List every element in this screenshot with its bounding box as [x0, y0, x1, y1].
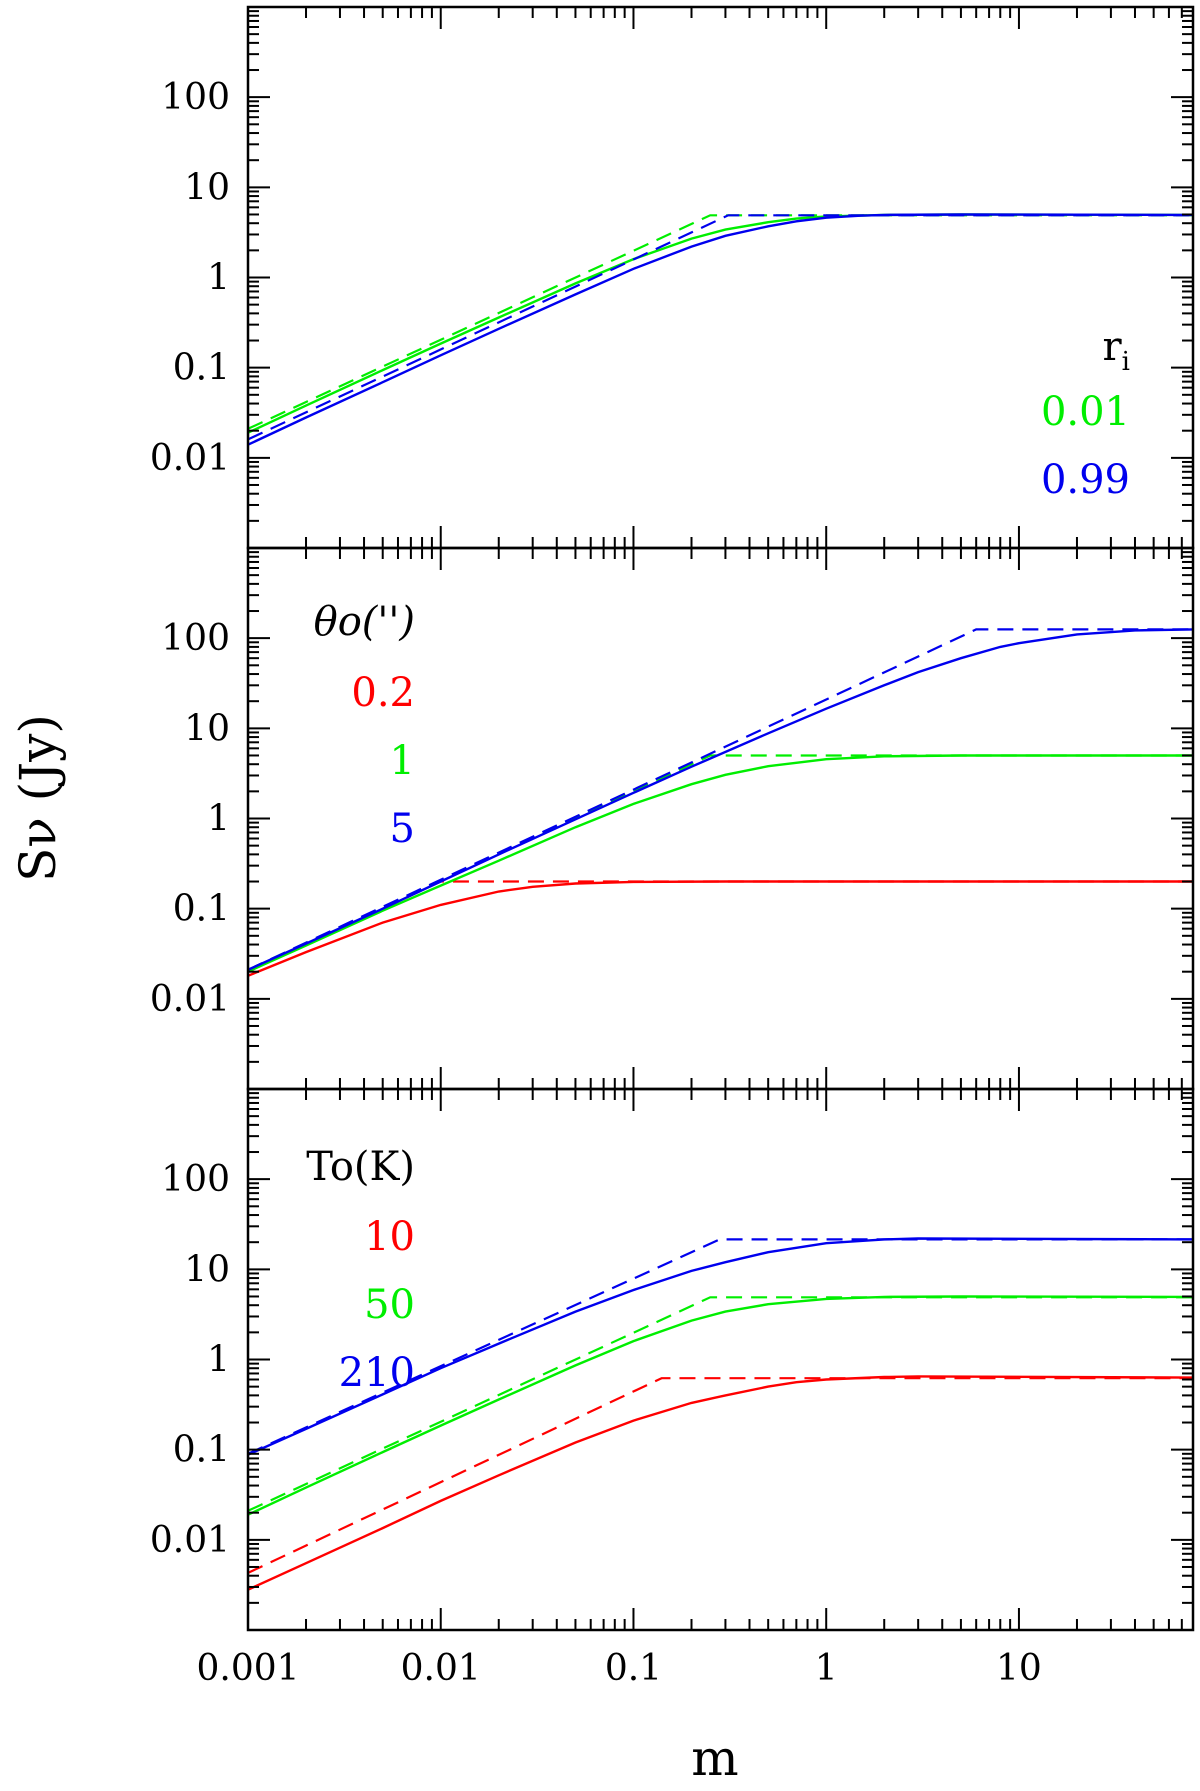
series-10-solid-line — [247, 1375, 1194, 1591]
panel-middle: 0.01 0.1 1 10 100 θo('') 0.2 1 5 — [150, 546, 1195, 1091]
panel-bottom-frame — [246, 1087, 1195, 1632]
x-tick-labels: 0.001 0.01 0.1 1 10 — [196, 1648, 1041, 1689]
series-5-dashed-line — [247, 628, 1193, 971]
y-tick-label: 10 — [184, 1249, 230, 1290]
legend-entry-2: 210 — [339, 1350, 415, 1396]
panel-bottom: 0.01 0.1 1 10 100 To(K) 10 50 210 — [150, 1087, 1195, 1632]
panel-top-legend: ri 0.01 0.99 — [1041, 324, 1130, 503]
series-5-solid-line — [247, 628, 1194, 971]
series-1-dashed-line — [247, 754, 1193, 971]
y-tick-label: 0.1 — [173, 1430, 230, 1471]
legend-entry-2: 5 — [390, 806, 415, 852]
legend-entry-1: 1 — [390, 738, 415, 784]
panel-middle-y-tick-labels: 0.01 0.1 1 10 100 — [150, 618, 230, 1020]
legend-entry-0: 0.2 — [351, 670, 415, 716]
legend-title-subscript: i — [1122, 347, 1130, 377]
panel-top-ticks — [247, 7, 1194, 549]
y-tick-label: 1 — [207, 258, 230, 299]
y-tick-label: 0.01 — [150, 1520, 230, 1561]
x-tick-label: 0.001 — [196, 1648, 299, 1689]
x-tick-label: 10 — [996, 1648, 1042, 1689]
panel-top-y-tick-labels: 0.01 0.1 1 10 100 — [150, 77, 230, 479]
y-tick-label: 1 — [207, 799, 230, 840]
y-tick-label: 1 — [207, 1340, 230, 1381]
y-tick-label: 0.1 — [173, 889, 230, 930]
y-tick-label: 100 — [161, 1159, 230, 1200]
series-0.99-solid-line — [247, 213, 1194, 446]
panel-bottom-y-tick-labels: 0.01 0.1 1 10 100 — [150, 1159, 230, 1561]
legend-title-main: r — [1103, 324, 1123, 370]
legend-entry-0: 10 — [364, 1214, 415, 1260]
x-axis-title: m — [691, 1729, 738, 1787]
series-0.2-dashed-line — [247, 880, 1193, 973]
legend-entry-0: 0.01 — [1041, 389, 1130, 435]
legend-title-r: ri — [1103, 324, 1130, 377]
series-50-dashed-line — [247, 1296, 1193, 1512]
panel-middle-legend: θo('') 0.2 1 5 — [314, 599, 415, 852]
y-axis-title: Sν (Jy) — [9, 714, 67, 882]
y-tick-label: 10 — [184, 708, 230, 749]
x-tick-label: 0.1 — [605, 1648, 662, 1689]
series-1-solid-line — [247, 754, 1193, 973]
x-tick-label: 0.01 — [401, 1648, 481, 1689]
y-tick-label: 0.01 — [150, 979, 230, 1020]
series-0.2-solid-line — [247, 880, 1193, 977]
y-tick-label: 0.01 — [150, 438, 230, 479]
series-210-solid-line — [247, 1237, 1194, 1456]
y-tick-label: 100 — [161, 618, 230, 659]
series-10-dashed-line — [247, 1377, 1193, 1574]
panel-bottom-legend: To(K) 10 50 210 — [306, 1144, 415, 1396]
panel-middle-ticks — [247, 548, 1194, 1090]
panel-top: 0.01 0.1 1 10 100 ri 0.01 0.99 — [150, 5, 1195, 550]
panel-middle-series — [247, 628, 1194, 977]
legend-title-theta: θo('') — [314, 599, 415, 645]
legend-entry-1: 50 — [364, 1282, 415, 1328]
legend-title-t: To(K) — [306, 1144, 415, 1190]
x-tick-label: 1 — [815, 1648, 838, 1689]
series-50-solid-line — [247, 1295, 1194, 1516]
series-210-dashed-line — [247, 1238, 1193, 1455]
y-tick-label: 100 — [161, 77, 230, 118]
y-tick-label: 10 — [184, 167, 230, 208]
panel-bottom-series — [247, 1237, 1194, 1591]
panel-bottom-ticks — [247, 1089, 1194, 1631]
y-tick-label: 0.1 — [173, 348, 230, 389]
legend-entry-1: 0.99 — [1041, 457, 1130, 503]
panel-top-series — [247, 213, 1194, 446]
